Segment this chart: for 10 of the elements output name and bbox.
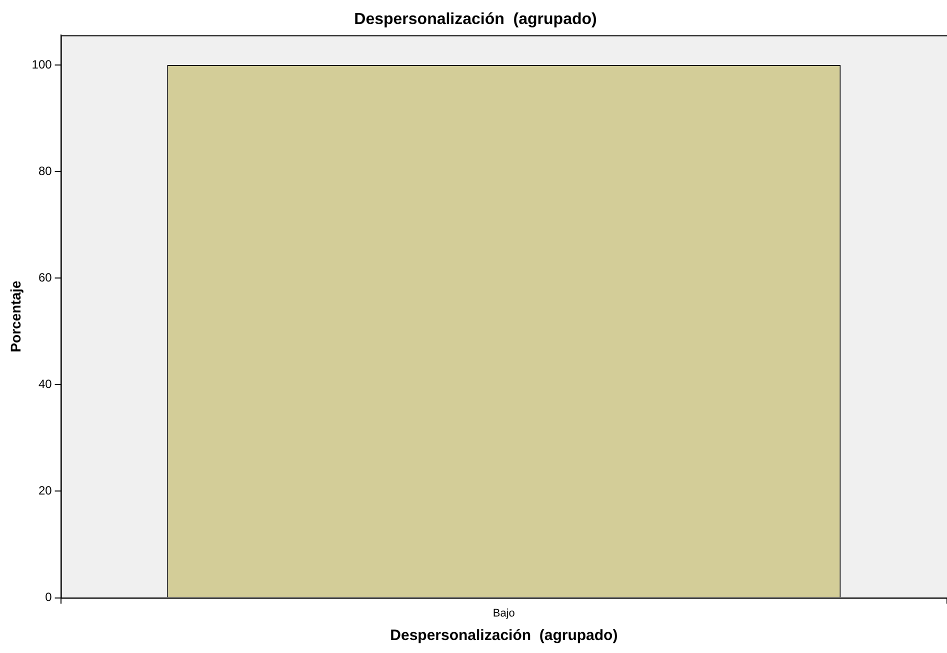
chart-title: Despersonalización (agrupado)	[354, 11, 597, 28]
y-tick-label: 60	[38, 270, 52, 284]
y-tick-label: 100	[32, 57, 52, 72]
x-axis-title: Despersonalización (agrupado)	[390, 627, 618, 644]
x-tick-label: Bajo	[492, 607, 515, 620]
y-tick-label: 40	[38, 377, 52, 392]
y-tick-label: 80	[38, 164, 52, 178]
y-axis-title: Porcentaje	[7, 280, 24, 352]
y-tick-label: 0	[45, 590, 52, 604]
y-tick-label: 20	[38, 484, 52, 498]
